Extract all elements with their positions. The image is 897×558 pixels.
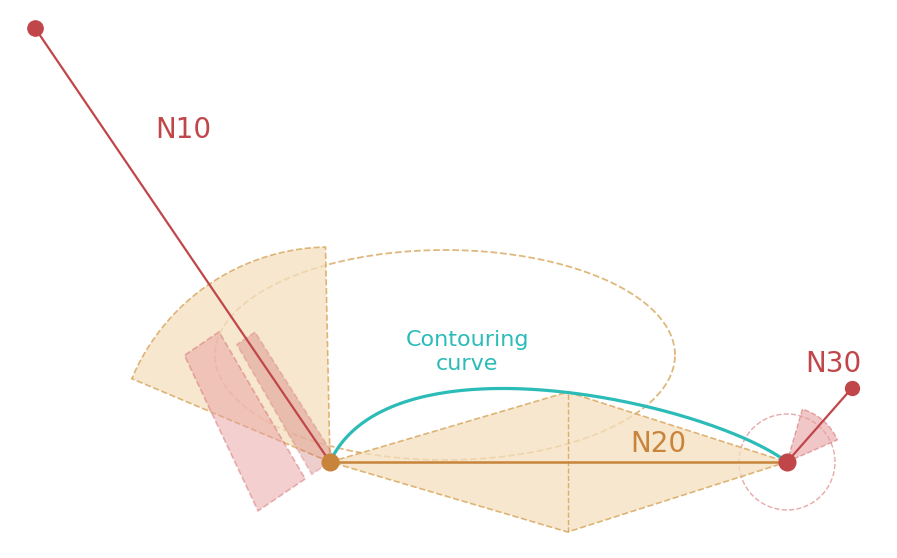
Text: N10: N10 bbox=[155, 116, 211, 144]
Text: N30: N30 bbox=[805, 350, 861, 378]
Polygon shape bbox=[185, 332, 305, 511]
Polygon shape bbox=[237, 332, 335, 474]
Polygon shape bbox=[330, 392, 787, 532]
Polygon shape bbox=[132, 247, 330, 462]
Text: N20: N20 bbox=[630, 430, 686, 458]
Text: Contouring
curve: Contouring curve bbox=[405, 330, 528, 374]
Polygon shape bbox=[787, 409, 838, 462]
